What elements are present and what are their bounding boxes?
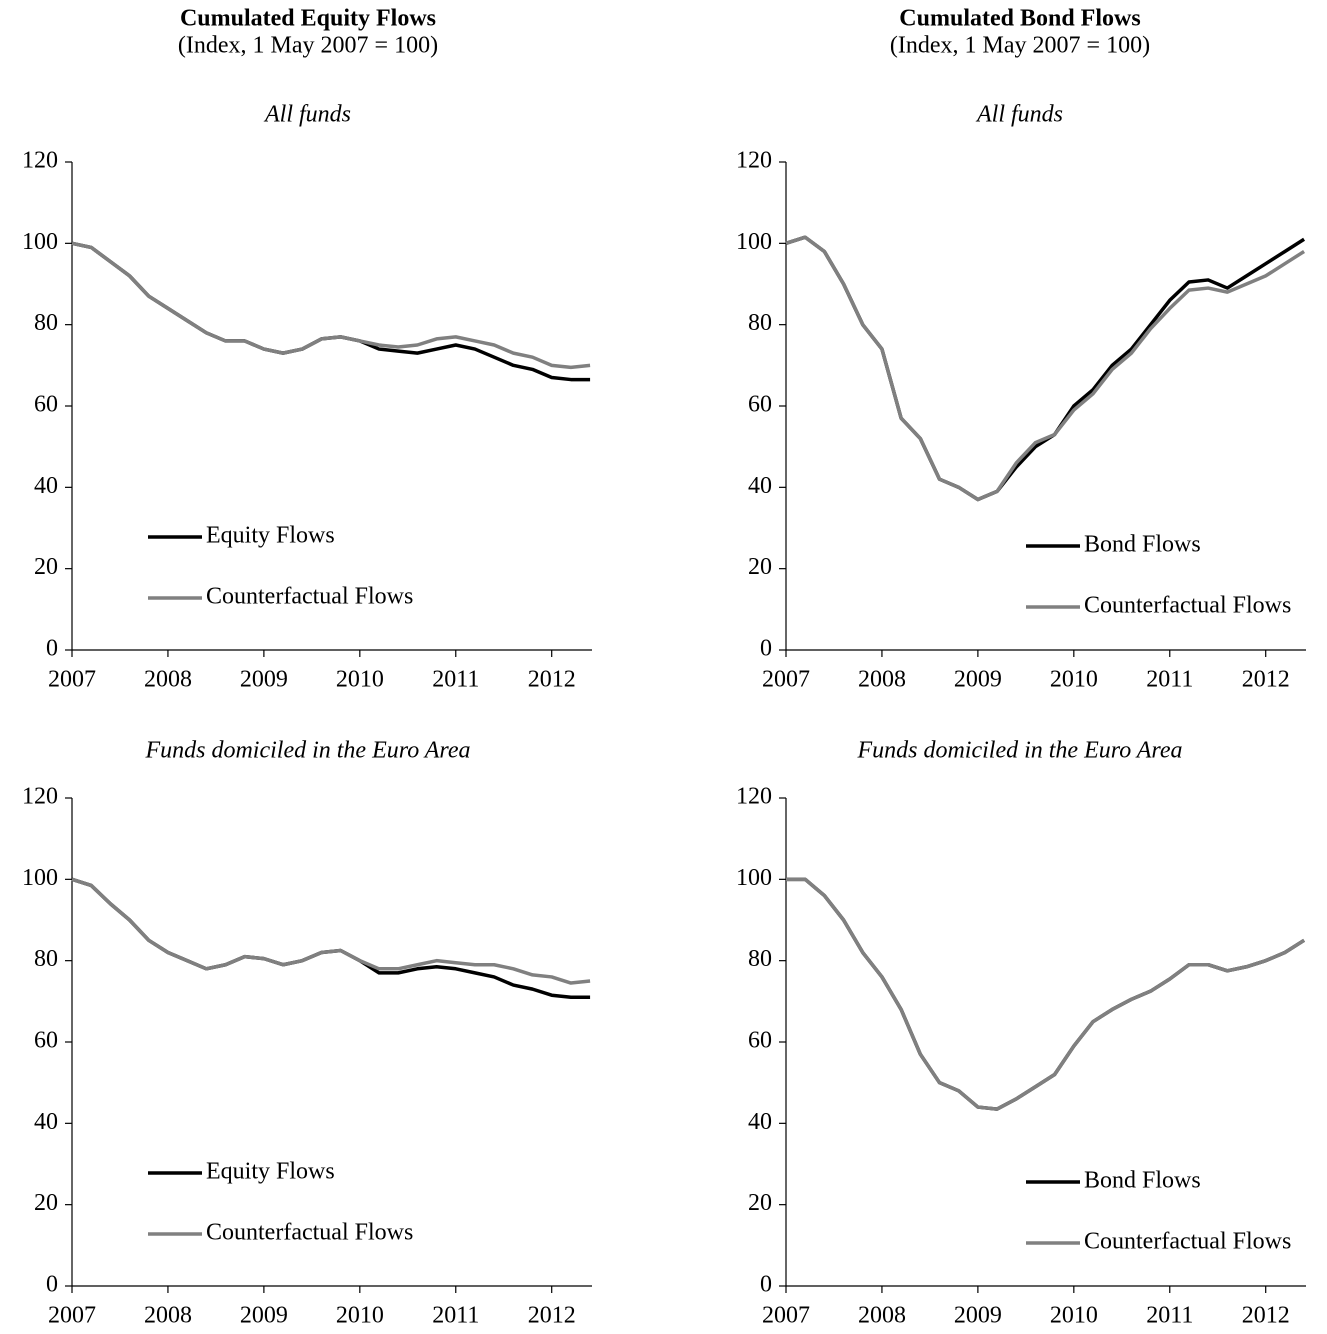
legend-label: Counterfactual Flows bbox=[206, 1220, 413, 1246]
x-tick-label: 2007 bbox=[48, 1303, 96, 1329]
x-tick-label: 2008 bbox=[858, 667, 906, 693]
y-tick-label: 80 bbox=[748, 310, 772, 336]
y-tick-label: 40 bbox=[748, 473, 772, 499]
y-tick-label: 100 bbox=[22, 865, 58, 891]
x-tick-label: 2010 bbox=[1050, 1303, 1098, 1329]
y-tick-label: 80 bbox=[34, 946, 58, 972]
y-tick-label: 40 bbox=[34, 1109, 58, 1135]
x-tick-label: 2011 bbox=[1146, 1303, 1193, 1329]
y-tick-label: 100 bbox=[22, 229, 58, 255]
legend-label: Counterfactual Flows bbox=[1084, 593, 1291, 619]
y-tick-label: 120 bbox=[22, 784, 58, 810]
y-tick-label: 80 bbox=[748, 946, 772, 972]
series-line bbox=[71, 877, 591, 985]
x-tick-label: 2008 bbox=[858, 1303, 906, 1329]
x-tick-label: 2009 bbox=[954, 667, 1002, 693]
y-tick-label: 60 bbox=[34, 392, 58, 418]
x-tick-label: 2009 bbox=[240, 667, 288, 693]
x-tick-label: 2011 bbox=[432, 1303, 479, 1329]
y-tick-label: 100 bbox=[736, 865, 772, 891]
chart-title: Cumulated Bond Flows bbox=[899, 6, 1140, 32]
y-tick-label: 120 bbox=[22, 148, 58, 174]
x-tick-label: 2010 bbox=[336, 1303, 384, 1329]
y-tick-label: 40 bbox=[34, 473, 58, 499]
x-tick-label: 2012 bbox=[1242, 1303, 1290, 1329]
legend-label: Counterfactual Flows bbox=[206, 584, 413, 610]
y-tick-label: 0 bbox=[46, 636, 58, 662]
y-tick-label: 0 bbox=[760, 636, 772, 662]
chart-title: Cumulated Equity Flows bbox=[180, 6, 436, 32]
panel-title: All funds bbox=[263, 102, 351, 128]
panel-title: Funds domiciled in the Euro Area bbox=[856, 738, 1182, 764]
y-tick-label: 20 bbox=[34, 554, 58, 580]
panel-title: All funds bbox=[975, 102, 1063, 128]
series-line bbox=[71, 241, 591, 382]
x-tick-label: 2010 bbox=[336, 667, 384, 693]
legend-label: Equity Flows bbox=[206, 1159, 335, 1185]
x-tick-label: 2007 bbox=[762, 667, 810, 693]
x-tick-label: 2009 bbox=[954, 1303, 1002, 1329]
x-tick-label: 2012 bbox=[528, 1303, 576, 1329]
y-tick-label: 60 bbox=[34, 1028, 58, 1054]
y-tick-label: 60 bbox=[748, 392, 772, 418]
series-line bbox=[785, 235, 1306, 502]
y-tick-label: 60 bbox=[748, 1028, 772, 1054]
x-tick-label: 2007 bbox=[48, 667, 96, 693]
y-tick-label: 80 bbox=[34, 310, 58, 336]
series-line bbox=[71, 877, 591, 1000]
series-line bbox=[786, 877, 1306, 1111]
x-tick-label: 2012 bbox=[528, 667, 576, 693]
series-line bbox=[71, 241, 591, 370]
x-tick-label: 2009 bbox=[240, 1303, 288, 1329]
y-tick-label: 120 bbox=[736, 784, 772, 810]
legend-label: Counterfactual Flows bbox=[1084, 1229, 1291, 1255]
y-tick-label: 120 bbox=[736, 148, 772, 174]
chart-subtitle: (Index, 1 May 2007 = 100) bbox=[178, 33, 438, 59]
legend-label: Bond Flows bbox=[1084, 532, 1201, 558]
x-tick-label: 2008 bbox=[144, 1303, 192, 1329]
x-tick-label: 2012 bbox=[1242, 667, 1290, 693]
x-tick-label: 2011 bbox=[432, 667, 479, 693]
y-tick-label: 20 bbox=[748, 554, 772, 580]
x-tick-label: 2010 bbox=[1050, 667, 1098, 693]
x-tick-label: 2011 bbox=[1146, 667, 1193, 693]
y-tick-label: 0 bbox=[760, 1272, 772, 1298]
series-line bbox=[786, 877, 1306, 1111]
y-tick-label: 20 bbox=[34, 1190, 58, 1216]
chart-subtitle: (Index, 1 May 2007 = 100) bbox=[890, 33, 1150, 59]
x-tick-label: 2007 bbox=[762, 1303, 810, 1329]
y-tick-label: 0 bbox=[46, 1272, 58, 1298]
legend-label: Bond Flows bbox=[1084, 1168, 1201, 1194]
y-tick-label: 40 bbox=[748, 1109, 772, 1135]
series-line bbox=[785, 235, 1306, 502]
y-tick-label: 100 bbox=[736, 229, 772, 255]
legend-label: Equity Flows bbox=[206, 523, 335, 549]
x-tick-label: 2008 bbox=[144, 667, 192, 693]
y-tick-label: 20 bbox=[748, 1190, 772, 1216]
panel-title: Funds domiciled in the Euro Area bbox=[144, 738, 470, 764]
